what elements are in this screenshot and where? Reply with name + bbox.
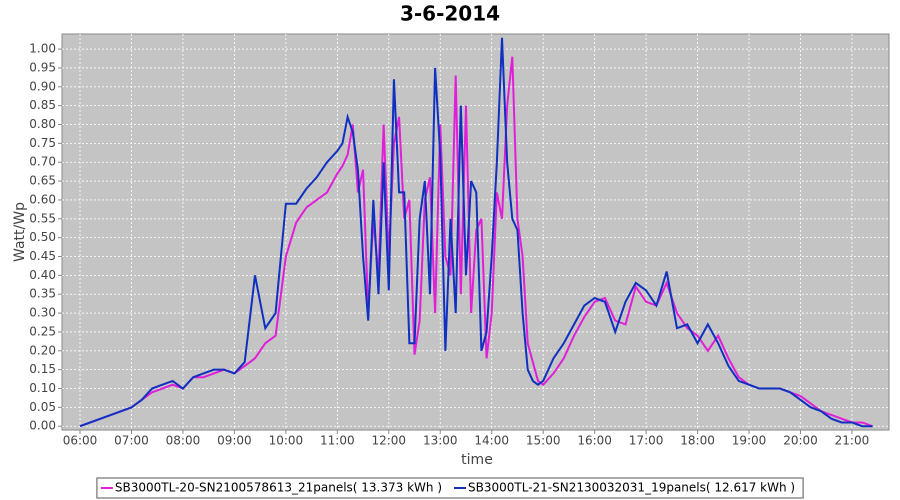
- x-tick-label: 13:00: [423, 434, 458, 448]
- y-tick-label: 0.35: [29, 287, 56, 301]
- x-tick-label: 19:00: [732, 434, 767, 448]
- legend: SB3000TL-20-SN2100578613_21panels( 13.37…: [96, 477, 804, 499]
- y-axis-label: Watt/Wp: [12, 202, 28, 262]
- y-tick-label: 0.95: [29, 60, 56, 74]
- y-tick-label: 0.80: [29, 117, 56, 131]
- x-tick-label: 07:00: [114, 434, 149, 448]
- x-tick-label: 20:00: [783, 434, 818, 448]
- x-tick-label: 17:00: [629, 434, 664, 448]
- legend-label: SB3000TL-20-SN2100578613_21panels( 13.37…: [115, 481, 442, 495]
- chart-title: 3-6-2014: [400, 2, 500, 26]
- x-tick-label: 06:00: [63, 434, 98, 448]
- x-tick-label: 18:00: [680, 434, 715, 448]
- y-tick-label: 0.50: [29, 230, 56, 244]
- x-tick-label: 09:00: [217, 434, 252, 448]
- y-tick-label: 0.20: [29, 343, 56, 357]
- data-line: [79, 37, 873, 428]
- y-tick-label: 1.00: [29, 42, 56, 56]
- x-tick-label: 11:00: [320, 434, 355, 448]
- x-axis-label: time: [461, 452, 493, 468]
- y-tick-label: 0.05: [29, 400, 56, 414]
- y-tick-label: 0.10: [29, 381, 56, 395]
- x-tick-label: 14:00: [474, 434, 509, 448]
- y-tick-label: 0.45: [29, 249, 56, 263]
- legend-label: SB3000TL-21-SN2130032031_19panels( 12.61…: [468, 481, 795, 495]
- y-tick-label: 0.60: [29, 192, 56, 206]
- x-tick-label: 15:00: [526, 434, 561, 448]
- x-tick-label: 10:00: [269, 434, 304, 448]
- legend-box: [96, 477, 804, 499]
- y-tick-label: 0.85: [29, 98, 56, 112]
- y-tick-label: 0.90: [29, 79, 56, 93]
- x-tick-label: 16:00: [577, 434, 612, 448]
- y-tick-label: 0.65: [29, 174, 56, 188]
- x-tick-label: 21:00: [835, 434, 870, 448]
- y-tick-label: 0.40: [29, 268, 56, 282]
- y-tick-label: 0.30: [29, 306, 56, 320]
- y-tick-label: 0.75: [29, 136, 56, 150]
- y-tick-label: 0.70: [29, 155, 56, 169]
- y-tick-label: 0.55: [29, 211, 56, 225]
- y-tick-label: 0.25: [29, 324, 56, 338]
- x-tick-label: 12:00: [371, 434, 406, 448]
- x-tick-label: 08:00: [166, 434, 201, 448]
- y-tick-label: 0.15: [29, 362, 56, 376]
- y-tick-label: 0.00: [29, 419, 56, 433]
